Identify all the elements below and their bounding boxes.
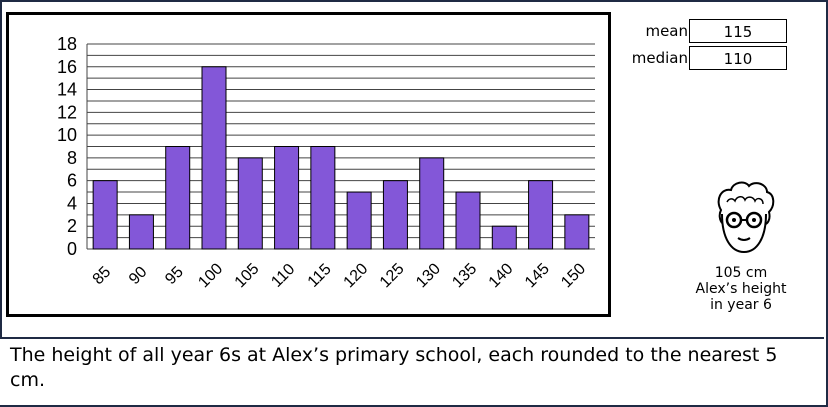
y-tick-label: 16 [57,57,77,77]
x-tick-label: 125 [377,260,408,291]
x-tick-label: 120 [341,260,372,291]
x-tick-label: 150 [558,260,589,291]
x-tick-label: 100 [195,260,226,291]
bar-chart: 0 2 4 6 8 10 12 14 16 18 85 90 95 100 105 110 115 120 125 1… [6,12,611,317]
y-tick-label: 4 [67,193,77,213]
bar [310,146,336,250]
statement-panel [0,337,824,405]
x-tick-label: 105 [232,260,263,291]
y-tick-label: 14 [57,80,77,100]
bar [201,66,227,250]
bar [564,214,590,250]
alex-caption-line1: Alex’s height [695,281,787,297]
bar [274,146,300,250]
median-label: median [631,49,688,67]
bar [382,180,408,250]
mean-label: mean [645,22,688,40]
statement-text: The height of all year 6s at Alex’s prim… [10,344,778,391]
bar [92,180,118,250]
alex-face-icon [717,181,775,254]
y-tick-label: 2 [67,216,77,236]
alex-height-value: 105 cm [714,265,768,281]
bar [455,191,481,250]
x-tick-label: 135 [449,260,480,291]
bar [528,180,554,250]
x-tick-label: 85 [90,263,115,288]
bar [491,225,517,250]
y-tick-label: 18 [57,34,77,54]
x-tick-label: 110 [268,261,298,291]
mean-value-box: 115 [689,19,787,43]
bar [237,157,263,250]
median-value-box: 110 [689,46,787,70]
bar [165,146,191,250]
x-tick-label: 145 [522,260,553,291]
x-tick-label: 115 [305,261,335,291]
x-tick-label: 130 [413,260,444,291]
bar [419,157,445,250]
y-tick-label: 12 [57,102,77,122]
x-tick-label: 140 [486,260,517,291]
y-tick-label: 6 [67,171,77,191]
y-tick-label: 10 [57,125,77,145]
bar [128,214,154,250]
x-tick-label: 95 [162,263,187,288]
y-tick-label: 8 [67,148,77,168]
x-tick-label: 90 [126,263,151,288]
alex-caption-line2: in year 6 [710,297,772,313]
y-tick-label: 0 [67,239,77,259]
bar [346,191,372,250]
